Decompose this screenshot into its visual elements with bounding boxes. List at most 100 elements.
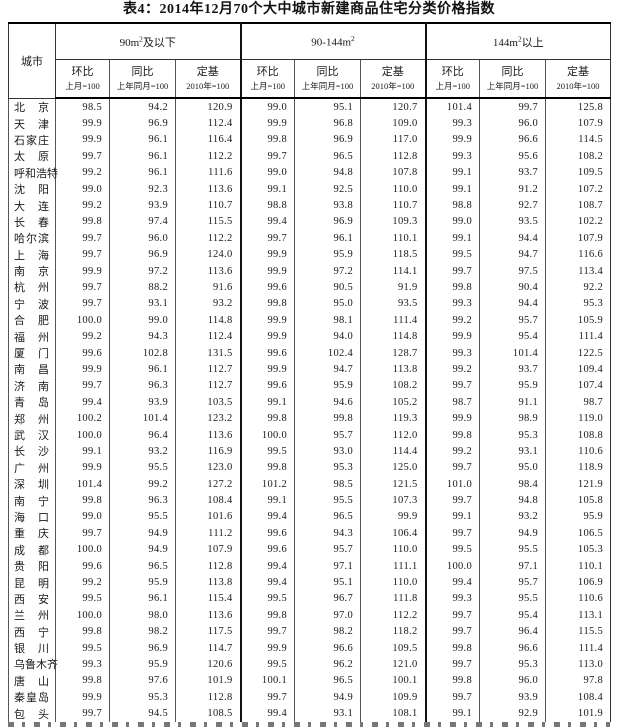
- table-row: 乌鲁木齐 99.3 95.9 120.6 99.5 96.2 121.0 99.7 95.3 11…: [8, 656, 611, 673]
- value-cell: 100.0: [424, 557, 480, 575]
- value-cell: 114.8: [360, 328, 426, 345]
- value-cell: 99.5: [55, 590, 110, 608]
- value-cell: 95.9: [545, 508, 611, 526]
- value-cell: 99.2: [424, 361, 480, 378]
- value-cell: 95.7: [479, 312, 546, 329]
- table-row: 济南 99.7 96.3 112.7 99.6 95.9 108.2 99.7 95.9 107.…: [8, 377, 611, 395]
- value-cell: 99.4: [239, 574, 295, 591]
- value-cell: 96.9: [294, 213, 361, 231]
- value-cell: 108.5: [174, 705, 241, 722]
- subheader-mom: 环比 上月=100: [55, 59, 110, 99]
- city-name: 济南: [8, 377, 56, 395]
- city-column-header: 城市: [8, 23, 56, 99]
- value-cell: 107.8: [360, 164, 426, 181]
- value-cell: 99.9: [239, 262, 295, 280]
- table-row: 宁波 99.7 93.1 93.2 99.8 95.0 93.5 99.3 94.4 95.3: [8, 295, 611, 313]
- value-cell: 113.6: [174, 262, 241, 280]
- value-cell: 92.9: [479, 705, 546, 722]
- city-name: 秦皇岛: [8, 689, 56, 706]
- value-cell: 99.7: [239, 623, 295, 640]
- value-cell: 96.0: [109, 230, 176, 247]
- value-cell: 96.6: [479, 131, 546, 149]
- value-cell: 99.6: [239, 525, 295, 542]
- value-cell: 96.2: [294, 656, 361, 673]
- value-cell: 99.9: [239, 115, 295, 132]
- value-cell: 101.4: [55, 475, 110, 493]
- value-cell: 101.4: [424, 98, 480, 116]
- value-cell: 96.5: [294, 148, 361, 165]
- value-cell: 103.5: [174, 394, 241, 411]
- value-cell: 99.5: [55, 639, 110, 657]
- value-cell: 101.2: [239, 475, 295, 493]
- city-name: 南宁: [8, 492, 56, 509]
- value-cell: 105.9: [545, 312, 611, 329]
- table-body: 北京 98.5 94.2 120.9 99.0 95.1 120.7 101.4 99.7 125…: [8, 98, 611, 722]
- value-cell: 91.6: [174, 279, 241, 296]
- value-cell: 96.3: [109, 377, 176, 395]
- value-cell: 94.9: [294, 689, 361, 706]
- value-cell: 96.1: [109, 131, 176, 149]
- group-header-144-above: 144m2以上: [424, 23, 611, 60]
- value-cell: 99.7: [424, 459, 480, 476]
- value-cell: 99.1: [424, 705, 480, 722]
- value-cell: 99.9: [239, 328, 295, 345]
- value-cell: 95.9: [479, 377, 546, 395]
- value-cell: 99.2: [424, 443, 480, 460]
- value-cell: 101.4: [109, 410, 176, 427]
- city-name: 南昌: [8, 361, 56, 378]
- value-cell: 96.9: [109, 639, 176, 657]
- table-row: 福州 99.2 94.3 112.4 99.9 94.0 114.8 99.9 95.4 111.…: [8, 328, 611, 345]
- table-row: 上海 99.7 96.9 124.0 99.9 95.9 118.5 99.5 94.7 116.…: [8, 246, 611, 263]
- value-cell: 124.0: [174, 246, 241, 263]
- value-cell: 97.1: [294, 557, 361, 575]
- value-cell: 108.7: [545, 197, 611, 214]
- value-cell: 111.6: [174, 164, 241, 181]
- value-cell: 109.9: [360, 689, 426, 706]
- value-cell: 105.8: [545, 492, 611, 509]
- value-cell: 99.3: [424, 148, 480, 165]
- value-cell: 109.5: [360, 639, 426, 657]
- value-cell: 110.1: [545, 557, 611, 575]
- value-cell: 99.3: [55, 656, 110, 673]
- value-cell: 95.9: [109, 656, 176, 673]
- value-cell: 113.4: [545, 262, 611, 280]
- value-cell: 97.4: [109, 213, 176, 231]
- value-cell: 107.9: [545, 230, 611, 247]
- value-cell: 121.0: [360, 656, 426, 673]
- value-cell: 97.5: [479, 262, 546, 280]
- value-cell: 92.5: [294, 180, 361, 198]
- value-cell: 101.9: [545, 705, 611, 722]
- value-cell: 95.5: [109, 508, 176, 526]
- value-cell: 122.5: [545, 344, 611, 362]
- value-cell: 94.6: [294, 394, 361, 411]
- value-cell: 99.8: [424, 426, 480, 444]
- table-row: 包头 99.7 94.5 108.5 99.4 93.1 108.1 99.1 92.9 101.…: [8, 705, 611, 722]
- value-cell: 110.0: [360, 574, 426, 591]
- value-cell: 99.8: [239, 459, 295, 476]
- city-name: 重庆: [8, 525, 56, 542]
- value-cell: 100.0: [55, 607, 110, 624]
- value-cell: 99.5: [239, 656, 295, 673]
- value-cell: 95.6: [479, 148, 546, 165]
- value-cell: 99.1: [424, 164, 480, 181]
- table-row: 广州 99.9 95.5 123.0 99.8 95.3 125.0 99.7 95.0 118.…: [8, 459, 611, 476]
- value-cell: 99.8: [239, 295, 295, 313]
- value-cell: 99.2: [55, 164, 110, 181]
- value-cell: 120.7: [360, 98, 426, 116]
- value-cell: 109.4: [545, 361, 611, 378]
- table-row: 太原 99.7 96.1 112.2 99.7 96.5 112.8 99.3 95.6 108.…: [8, 148, 611, 165]
- value-cell: 117.5: [174, 623, 241, 640]
- value-cell: 99.8: [239, 131, 295, 149]
- city-name: 南京: [8, 262, 56, 280]
- table-row: 昆明 99.2 95.9 113.8 99.4 95.1 110.0 99.4 95.7 106.…: [8, 574, 611, 591]
- value-cell: 128.7: [360, 344, 426, 362]
- value-cell: 93.9: [109, 394, 176, 411]
- table-row: 海口 99.0 95.5 101.6 99.4 96.5 99.9 99.1 93.2 95.9: [8, 508, 611, 526]
- value-cell: 112.8: [174, 689, 241, 706]
- value-cell: 96.9: [109, 115, 176, 132]
- value-cell: 91.2: [479, 180, 546, 198]
- value-cell: 99.7: [424, 656, 480, 673]
- city-name: 昆明: [8, 574, 56, 591]
- table-row: 郑州 100.2 101.4 123.2 99.8 99.8 119.3 99.9 98.9 11…: [8, 410, 611, 427]
- value-cell: 109.0: [360, 115, 426, 132]
